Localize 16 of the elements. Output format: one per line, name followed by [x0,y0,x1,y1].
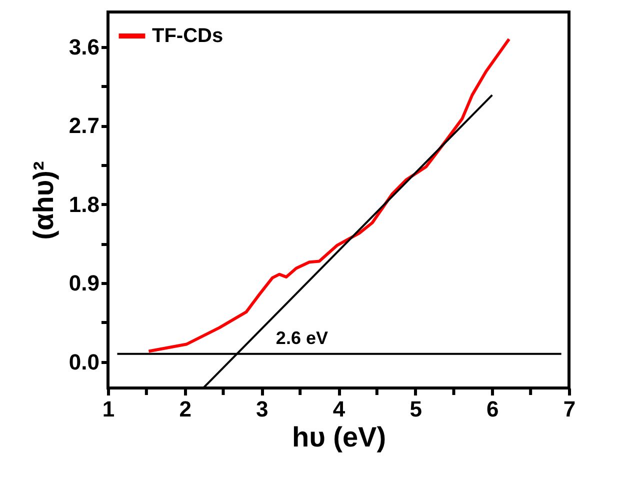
y-tick-label: 0.9 [68,270,100,296]
x-tick-label: 1 [102,396,115,422]
x-tick-label: 4 [332,396,346,422]
annotation: 2.6 eV [276,328,328,348]
legend-label: TF-CDs [152,25,224,47]
y-tick-label: 2.7 [68,113,100,138]
y-tick-label: 1.8 [68,192,100,217]
x-tick-label: 6 [486,396,499,422]
y-tick-label: 3.6 [68,34,100,60]
x-axis-title: hυ (eV) [292,422,386,452]
x-tick-label: 2 [179,396,192,422]
y-tick-label: 0.0 [68,349,100,374]
x-tick-label: 7 [563,396,576,422]
x-tick-label: 5 [410,396,422,422]
x-tick-label: 3 [256,396,268,422]
y-axis-title: (αhυ)² [28,161,59,240]
